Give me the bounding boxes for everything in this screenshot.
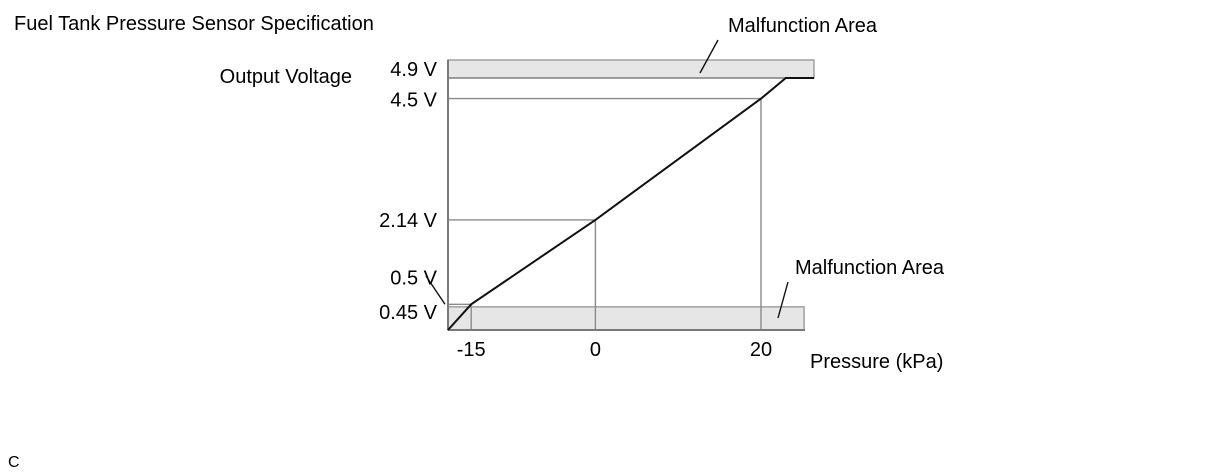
output-voltage-line-1 xyxy=(447,77,814,331)
x-tick-label-1: -15 xyxy=(457,339,486,361)
malfunction-region-2 xyxy=(447,306,805,331)
y-tick-label-5: 0.45 V xyxy=(379,302,437,324)
y-tick-label-4: 0.5 V xyxy=(390,267,437,289)
y-tick-label-2: 4.5 V xyxy=(390,90,437,112)
malfunction-area-label-2: Malfunction Area xyxy=(795,257,945,279)
x-axis-label: Pressure (kPa) xyxy=(810,351,943,373)
y-tick-label-3: 2.14 V xyxy=(379,210,437,232)
chart-title: Fuel Tank Pressure Sensor Specification xyxy=(14,13,374,35)
malfunction-region-1 xyxy=(447,59,815,79)
x-tick-label-2: 0 xyxy=(590,339,601,361)
y-axis-label: Output Voltage xyxy=(220,66,352,88)
y-tick-label-1: 4.9 V xyxy=(390,59,437,81)
malfunction-area-label-1: Malfunction Area xyxy=(728,15,878,37)
leader-0-5v xyxy=(425,275,446,305)
corner-mark: C xyxy=(8,454,20,471)
x-tick-label-3: 20 xyxy=(750,339,772,361)
malfunction-area-leader-1 xyxy=(699,39,719,74)
malfunction-area-leader-2 xyxy=(777,281,789,319)
